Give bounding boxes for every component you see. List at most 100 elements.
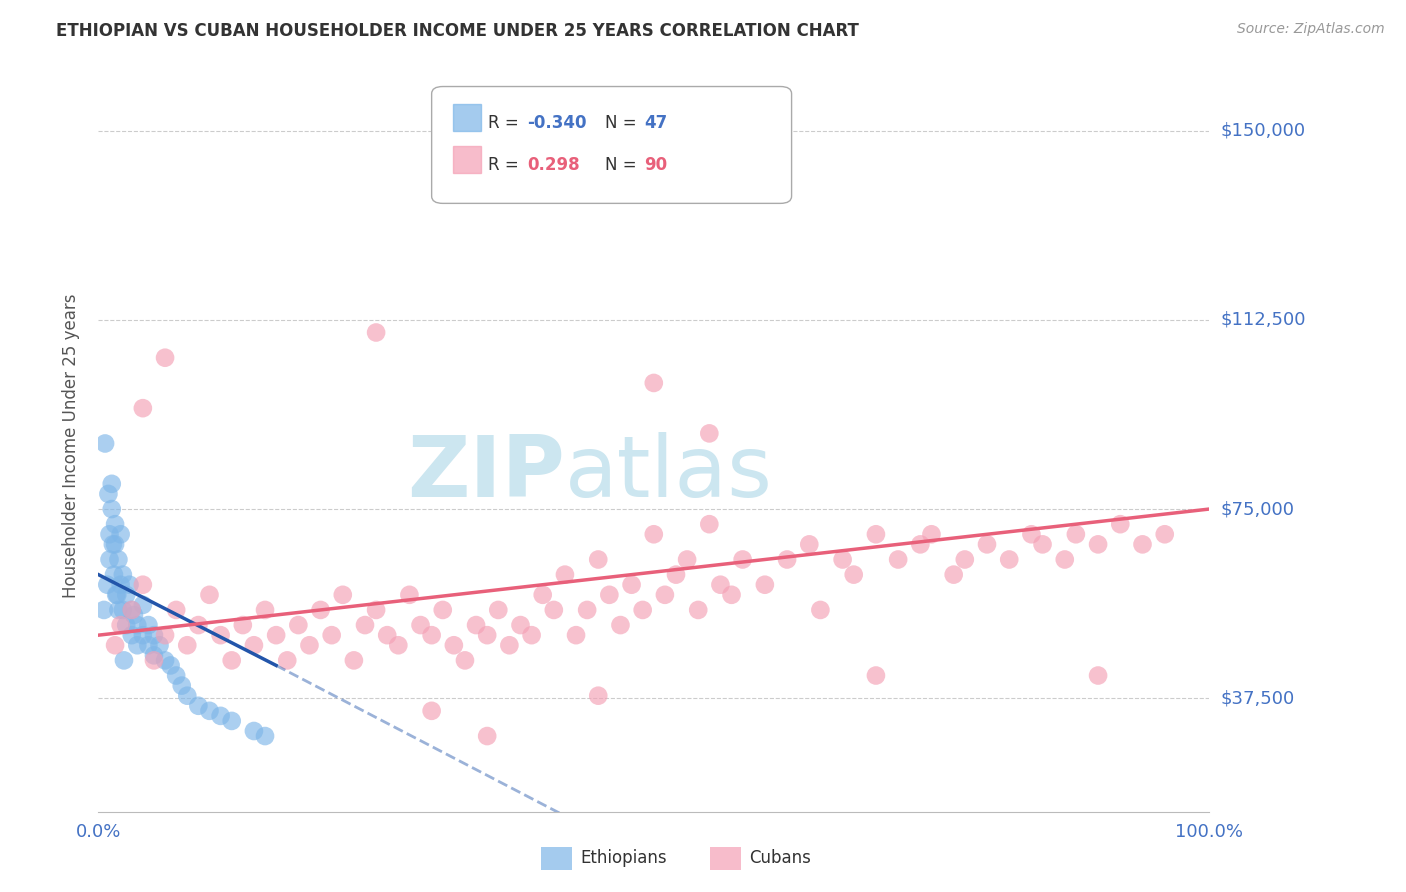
- Point: [309, 603, 332, 617]
- Point: [554, 567, 576, 582]
- Point: [831, 552, 853, 566]
- Point: [98, 552, 121, 566]
- Point: [643, 527, 665, 541]
- Point: [620, 578, 643, 592]
- Text: $37,500: $37,500: [1220, 690, 1295, 707]
- Point: [321, 628, 343, 642]
- Point: [921, 527, 943, 541]
- Point: [105, 588, 128, 602]
- Point: [598, 588, 620, 602]
- Text: N =: N =: [605, 156, 641, 174]
- Point: [243, 724, 266, 739]
- Text: R =: R =: [488, 114, 524, 132]
- Point: [776, 552, 799, 566]
- Point: [110, 618, 132, 632]
- Point: [187, 618, 209, 632]
- Point: [709, 578, 731, 592]
- Point: [609, 618, 631, 632]
- Point: [132, 401, 155, 416]
- Point: [93, 603, 115, 617]
- Point: [576, 603, 599, 617]
- Point: [221, 653, 243, 667]
- Point: [865, 668, 887, 682]
- Point: [720, 588, 742, 602]
- Point: [1021, 527, 1043, 541]
- Point: [287, 618, 309, 632]
- Point: [475, 628, 499, 642]
- Point: [96, 578, 118, 592]
- Point: [143, 648, 166, 663]
- Point: [332, 588, 354, 602]
- Point: [132, 598, 155, 612]
- Y-axis label: Householder Income Under 25 years: Householder Income Under 25 years: [62, 293, 80, 599]
- Point: [187, 698, 209, 713]
- Point: [110, 578, 132, 592]
- Point: [631, 603, 654, 617]
- Text: Ethiopians: Ethiopians: [581, 849, 668, 867]
- Text: Cubans: Cubans: [749, 849, 811, 867]
- Point: [132, 578, 155, 592]
- Point: [122, 607, 145, 622]
- Point: [176, 638, 198, 652]
- Point: [509, 618, 531, 632]
- Point: [98, 527, 121, 541]
- Point: [643, 376, 665, 390]
- Point: [115, 618, 138, 632]
- Text: $112,500: $112,500: [1220, 311, 1306, 329]
- Point: [159, 658, 181, 673]
- Point: [420, 704, 443, 718]
- Point: [176, 689, 198, 703]
- Point: [1132, 537, 1154, 551]
- Point: [118, 578, 141, 592]
- Point: [731, 552, 754, 566]
- Point: [209, 709, 232, 723]
- Point: [942, 567, 965, 582]
- Point: [799, 537, 821, 551]
- Point: [221, 714, 243, 728]
- Point: [1153, 527, 1175, 541]
- Point: [409, 618, 432, 632]
- Point: [165, 668, 187, 682]
- Text: R =: R =: [488, 156, 529, 174]
- Point: [165, 603, 187, 617]
- Text: N =: N =: [605, 114, 641, 132]
- Point: [132, 628, 155, 642]
- Point: [198, 704, 221, 718]
- Point: [100, 502, 122, 516]
- Point: [531, 588, 554, 602]
- Point: [398, 588, 420, 602]
- Point: [354, 618, 377, 632]
- Point: [910, 537, 932, 551]
- Text: 90: 90: [644, 156, 666, 174]
- Point: [699, 426, 721, 441]
- Point: [107, 552, 129, 566]
- Point: [264, 628, 287, 642]
- Point: [754, 578, 776, 592]
- Point: [443, 638, 465, 652]
- Point: [865, 527, 887, 541]
- Point: [103, 567, 125, 582]
- Point: [148, 638, 170, 652]
- Point: [842, 567, 865, 582]
- Text: atlas: atlas: [565, 433, 773, 516]
- Point: [654, 588, 676, 602]
- Text: 0.298: 0.298: [527, 156, 579, 174]
- Point: [298, 638, 321, 652]
- Point: [1053, 552, 1076, 566]
- Point: [198, 588, 221, 602]
- Point: [111, 603, 134, 617]
- Point: [1087, 537, 1109, 551]
- Point: [121, 603, 143, 617]
- Point: [107, 603, 129, 617]
- Point: [1087, 668, 1109, 682]
- Text: -0.340: -0.340: [527, 114, 586, 132]
- Point: [97, 487, 120, 501]
- Point: [105, 588, 128, 602]
- Point: [887, 552, 910, 566]
- Point: [143, 653, 166, 667]
- Point: [143, 628, 166, 642]
- Text: 47: 47: [644, 114, 668, 132]
- Point: [94, 436, 117, 450]
- Point: [138, 618, 160, 632]
- Point: [475, 729, 499, 743]
